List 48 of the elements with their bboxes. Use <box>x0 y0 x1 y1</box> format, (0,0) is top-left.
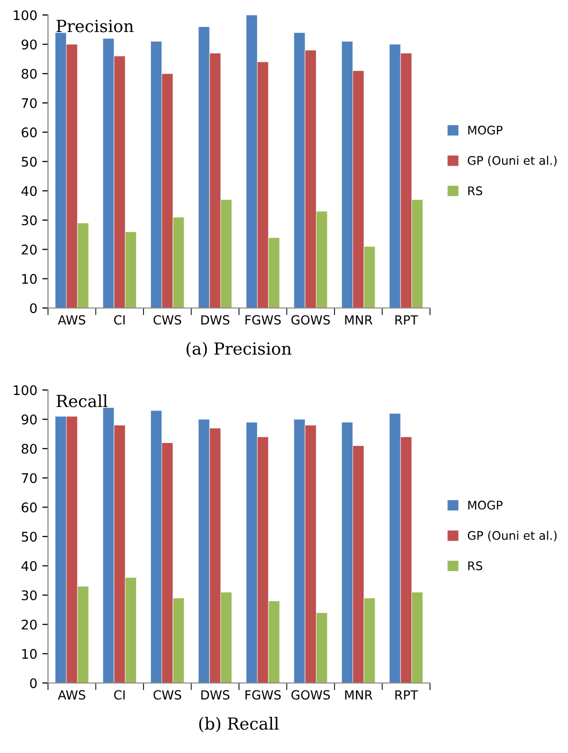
y-tick-label: 50 <box>22 532 37 542</box>
y-tick-label: 70 <box>22 473 37 484</box>
y-tick-label: 40 <box>21 561 37 571</box>
y-tick-label: 0 <box>30 678 37 688</box>
x-tick-label: MNR <box>345 690 372 700</box>
x-tick-label: AWS <box>58 315 86 325</box>
x-tick-label: MNR <box>345 315 372 324</box>
chart-title: Precision <box>56 20 134 32</box>
y-tick-label: 20 <box>22 620 37 630</box>
x-tick-label: CWS <box>154 690 182 700</box>
legend-label: GP (Ouni et al.) <box>468 530 557 542</box>
y-tick-label: 10 <box>22 648 37 659</box>
x-tick-label: RPT <box>395 690 418 700</box>
legend-label: MOGP <box>468 126 502 135</box>
y-tick-label: 100 <box>14 385 37 396</box>
y-tick-label: 10 <box>22 274 37 284</box>
x-tick-label: RPT <box>395 315 418 324</box>
x-tick-label: GOWS <box>291 315 330 325</box>
text: (a) Precision <box>186 342 292 358</box>
y-tick-label: 40 <box>21 186 37 196</box>
y-tick-label: 0 <box>30 303 37 314</box>
x-tick-label: DWS <box>201 690 230 700</box>
legend-label: RS <box>468 561 482 570</box>
legend-label: GP (Ouni et al.) <box>468 156 557 166</box>
x-tick-label: AWS <box>58 690 86 700</box>
y-tick-label: 60 <box>22 127 37 138</box>
x-tick-label: DWS <box>201 315 230 325</box>
y-tick-label: 100 <box>14 10 37 20</box>
y-tick-label: 20 <box>22 244 37 255</box>
y-tick-label: 30 <box>22 590 37 600</box>
y-tick-label: 50 <box>22 156 37 167</box>
x-tick-label: FGWS <box>246 690 281 700</box>
chart-title: Recall <box>56 394 108 408</box>
y-tick-label: 90 <box>22 414 37 424</box>
y-tick-label: 70 <box>22 98 37 108</box>
text: (b) Recall <box>199 716 279 732</box>
legend-label: MOGP <box>468 500 502 510</box>
x-tick-label: CI <box>114 315 125 325</box>
x-tick-label: CI <box>114 690 125 700</box>
x-tick-label: CWS <box>154 315 182 325</box>
y-tick-label: 80 <box>22 444 37 454</box>
y-tick-label: 30 <box>22 215 37 226</box>
x-tick-label: GOWS <box>291 690 330 700</box>
y-tick-label: 60 <box>22 502 37 512</box>
y-tick-label: 90 <box>22 40 37 50</box>
y-tick-label: 80 <box>22 68 37 79</box>
x-tick-label: FGWS <box>246 315 281 325</box>
legend-label: RS <box>468 186 482 196</box>
